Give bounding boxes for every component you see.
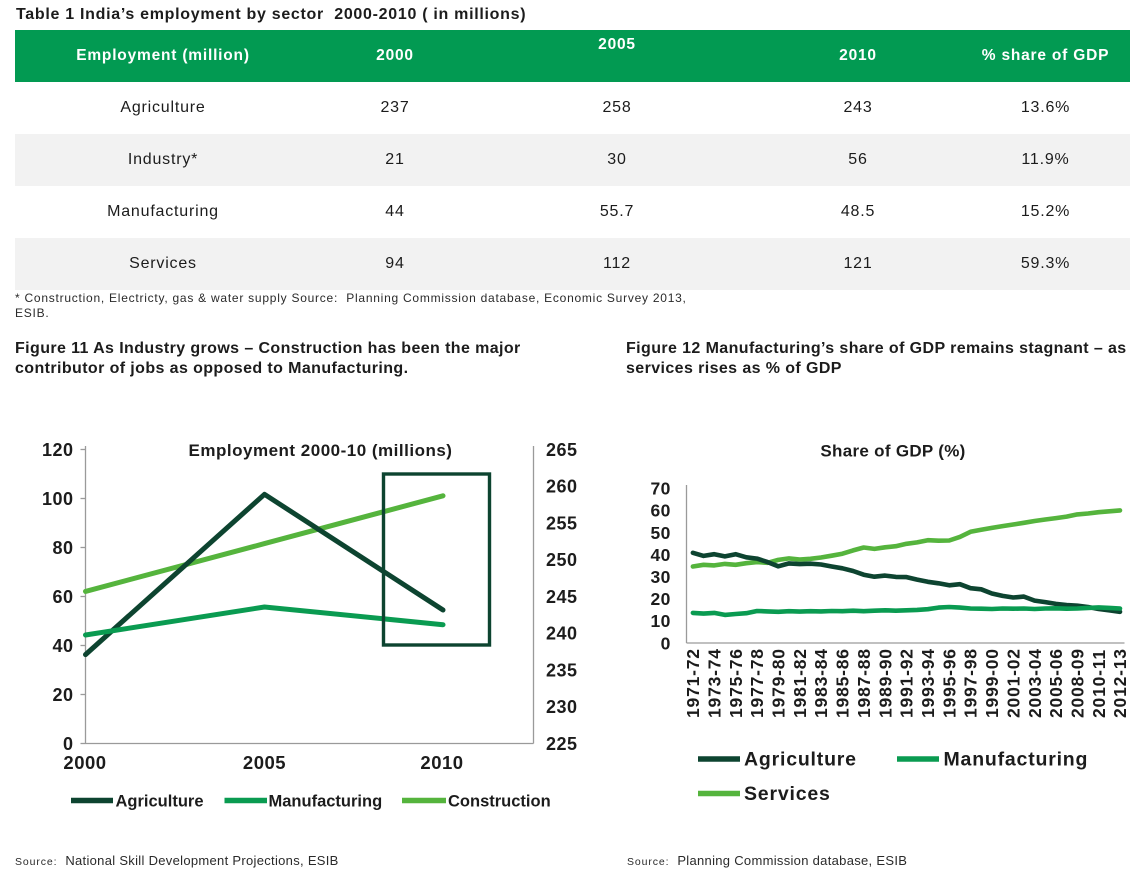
svg-text:1983-84: 1983-84 xyxy=(811,648,831,718)
svg-text:1999-00: 1999-00 xyxy=(982,648,1002,718)
svg-text:40: 40 xyxy=(651,545,671,565)
svg-text:80: 80 xyxy=(52,538,73,558)
svg-text:1997-98: 1997-98 xyxy=(961,648,981,718)
svg-text:235: 235 xyxy=(546,660,578,680)
svg-text:Agriculture: Agriculture xyxy=(116,793,204,811)
svg-text:1995-96: 1995-96 xyxy=(939,648,959,718)
svg-text:225: 225 xyxy=(546,734,578,754)
svg-text:2000: 2000 xyxy=(63,752,106,773)
svg-text:2003-04: 2003-04 xyxy=(1025,648,1045,718)
svg-text:60: 60 xyxy=(651,501,671,521)
svg-text:20: 20 xyxy=(52,685,73,705)
svg-text:100: 100 xyxy=(42,489,74,509)
svg-text:265: 265 xyxy=(546,440,578,460)
svg-text:1989-90: 1989-90 xyxy=(875,648,895,718)
svg-text:0: 0 xyxy=(661,633,671,653)
svg-text:2001-02: 2001-02 xyxy=(1003,648,1023,718)
svg-text:2008-09: 2008-09 xyxy=(1068,648,1088,718)
svg-text:10: 10 xyxy=(651,611,671,631)
svg-text:2010-11: 2010-11 xyxy=(1089,649,1109,718)
svg-text:60: 60 xyxy=(52,587,73,607)
svg-text:Employment 2000-10 (millions): Employment 2000-10 (millions) xyxy=(189,441,453,460)
svg-text:230: 230 xyxy=(546,697,578,717)
svg-text:1987-88: 1987-88 xyxy=(854,648,874,718)
svg-text:70: 70 xyxy=(651,479,671,499)
svg-text:1985-86: 1985-86 xyxy=(833,648,853,718)
svg-text:1993-94: 1993-94 xyxy=(918,648,938,718)
svg-text:2012-13: 2012-13 xyxy=(1110,648,1130,718)
svg-text:2005-06: 2005-06 xyxy=(1046,648,1066,718)
svg-text:2010: 2010 xyxy=(420,752,463,773)
svg-text:1971-72: 1971-72 xyxy=(683,648,703,718)
svg-text:1975-76: 1975-76 xyxy=(726,648,746,718)
svg-text:1991-92: 1991-92 xyxy=(897,648,917,718)
svg-text:1981-82: 1981-82 xyxy=(790,648,810,718)
svg-text:1977-78: 1977-78 xyxy=(747,648,767,718)
svg-text:2005: 2005 xyxy=(243,752,286,773)
svg-text:Manufacturing: Manufacturing xyxy=(944,749,1089,771)
svg-text:245: 245 xyxy=(546,587,578,607)
svg-text:40: 40 xyxy=(52,636,73,656)
svg-text:50: 50 xyxy=(651,523,671,543)
svg-text:Agriculture: Agriculture xyxy=(744,749,857,771)
svg-text:1979-80: 1979-80 xyxy=(769,648,789,718)
svg-text:255: 255 xyxy=(546,513,578,533)
svg-text:Manufacturing: Manufacturing xyxy=(269,793,383,811)
svg-text:30: 30 xyxy=(651,567,671,587)
svg-text:Share of GDP (%): Share of GDP (%) xyxy=(820,442,965,461)
svg-text:Construction: Construction xyxy=(448,793,551,811)
svg-text:20: 20 xyxy=(651,589,671,609)
svg-text:120: 120 xyxy=(42,440,74,460)
svg-text:260: 260 xyxy=(546,477,578,497)
svg-text:240: 240 xyxy=(546,624,578,644)
svg-text:250: 250 xyxy=(546,550,578,570)
svg-text:Services: Services xyxy=(744,783,831,805)
svg-text:0: 0 xyxy=(63,734,74,754)
svg-text:1973-74: 1973-74 xyxy=(705,648,725,718)
